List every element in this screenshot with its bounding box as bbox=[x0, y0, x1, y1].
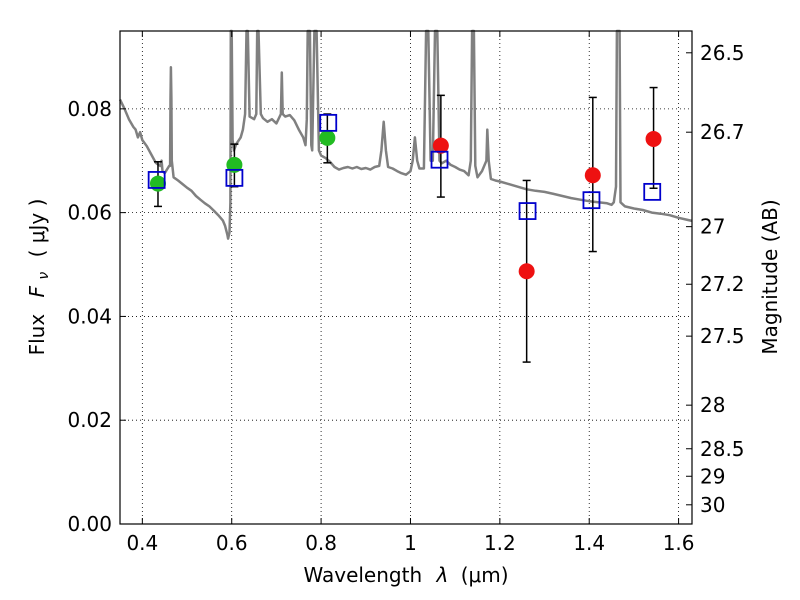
x-tick-label: 1.4 bbox=[573, 531, 605, 555]
photometry-point bbox=[584, 167, 601, 184]
grid-lines bbox=[120, 31, 692, 525]
photometry-point bbox=[432, 137, 449, 154]
x-axis-label-unit: (μm) bbox=[461, 563, 509, 587]
y-tick-label: 0.08 bbox=[67, 97, 112, 121]
right-tick-label: 28.5 bbox=[700, 437, 745, 461]
plot-frame bbox=[119, 30, 693, 525]
right-tick-label: 30 bbox=[700, 493, 725, 517]
model-flux-square bbox=[582, 191, 601, 210]
x-tick-label: 0.4 bbox=[126, 531, 158, 555]
right-tick-label: 27 bbox=[700, 215, 725, 239]
photometry-point bbox=[319, 129, 336, 146]
data-markers-layer bbox=[147, 113, 662, 280]
y-tick-label: 0.00 bbox=[67, 512, 112, 536]
y-axis-label: Flux F ν ( μJy ) bbox=[25, 199, 53, 356]
right-tick-label: 28 bbox=[700, 393, 725, 417]
ticks-layer: 0.4 0.6 0.8 1 1.2 1.4 1.6 0.00 0.02 0.04 0.06 0.08 2… bbox=[67, 31, 745, 555]
model-flux-square bbox=[518, 202, 537, 220]
x-axis-label-var: λ bbox=[436, 563, 449, 587]
model-spectrum-layer bbox=[118, 29, 693, 240]
y-axis-label-main: Flux bbox=[25, 314, 49, 356]
photometry-point bbox=[518, 263, 535, 280]
x-tick-label: 1.2 bbox=[484, 531, 516, 555]
y-axis-label-sub: ν bbox=[36, 272, 52, 280]
y-tick-label: 0.04 bbox=[67, 304, 112, 328]
right-axis-label: Magnitude (AB) bbox=[758, 199, 782, 354]
y-axis-label-unit: ( μJy ) bbox=[25, 199, 49, 258]
y-axis-label-var: F bbox=[25, 285, 49, 297]
x-tick-label: 1 bbox=[404, 531, 417, 555]
model-spectrum-line bbox=[118, 29, 693, 240]
x-tick-label: 0.6 bbox=[216, 531, 248, 555]
x-axis-label-main: Wavelength bbox=[303, 563, 422, 587]
right-tick-label: 29 bbox=[700, 464, 725, 488]
right-tick-label: 27.2 bbox=[700, 272, 745, 296]
model-flux-square bbox=[643, 182, 662, 201]
x-tick-label: 0.8 bbox=[305, 531, 337, 555]
x-tick-label: 1.6 bbox=[663, 531, 695, 555]
model-flux-square bbox=[319, 113, 338, 132]
right-tick-label: 26.7 bbox=[700, 120, 745, 144]
y-tick-label: 0.02 bbox=[67, 408, 112, 432]
photometry-point bbox=[226, 156, 243, 173]
y-tick-label: 0.06 bbox=[67, 201, 112, 225]
right-tick-label: 27.5 bbox=[700, 324, 745, 348]
model-flux-square bbox=[225, 168, 244, 187]
x-axis-label: Wavelength λ (μm) bbox=[303, 563, 508, 587]
photometry-point bbox=[149, 175, 166, 192]
photometry-point bbox=[645, 130, 662, 147]
model-flux-square bbox=[147, 171, 166, 189]
model-flux-square bbox=[430, 150, 449, 169]
right-tick-label: 26.5 bbox=[700, 41, 745, 65]
